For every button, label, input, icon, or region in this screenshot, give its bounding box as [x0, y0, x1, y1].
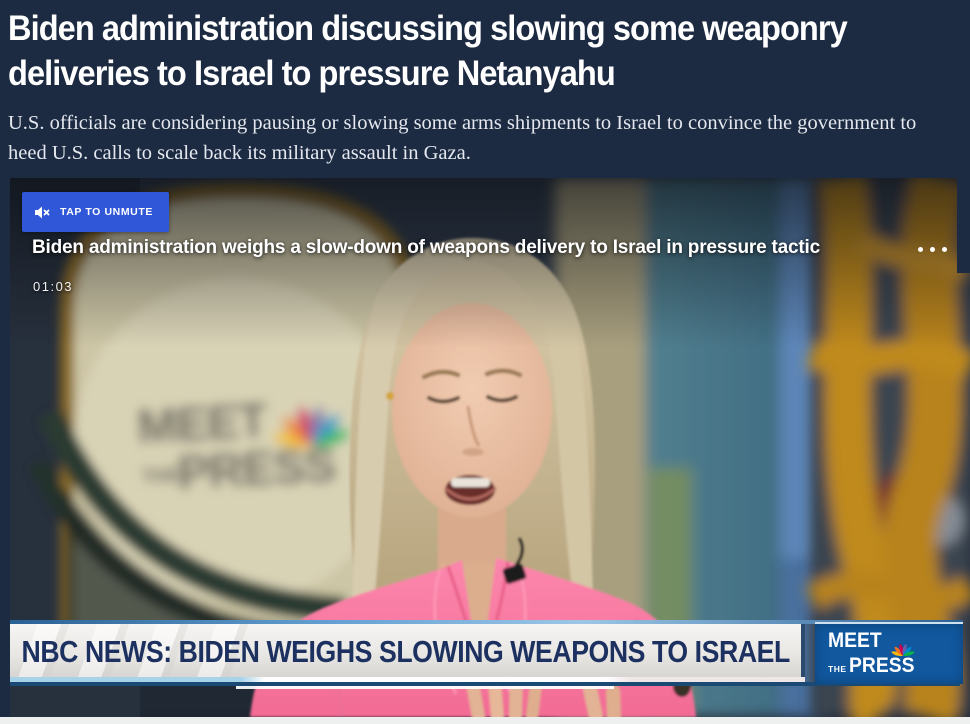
muted-speaker-icon [35, 206, 50, 218]
video-title: Biden administration weighs a slow-down … [32, 237, 820, 258]
clip-microphone [502, 537, 527, 584]
chyron-headline: NBC NEWS: BIDEN WEIGHS SLOWING WEAPONS T… [21, 633, 790, 669]
video-player[interactable]: MEET THE PRESS [10, 178, 970, 717]
page-background-notch [957, 178, 970, 273]
chyron-white-streak [236, 686, 614, 689]
page-bottom-strip [0, 717, 970, 724]
video-duration: 01:03 [33, 279, 74, 294]
studio-screen-press-label: PRESS [176, 439, 336, 500]
lower-third-chyron: NBC NEWS: BIDEN WEIGHS SLOWING WEAPONS T… [10, 620, 970, 695]
ellipsis-icon[interactable] [918, 247, 947, 252]
studio-screen-meet-label: MEET [136, 394, 269, 454]
chyron-stripes-decor [10, 624, 250, 679]
article-subheadline: U.S. officials are considering pausing o… [8, 112, 917, 164]
article-header: Biden administration discussing slowing … [0, 0, 970, 178]
chyron-underline [10, 677, 805, 682]
mtp-meet-label: MEET [828, 629, 882, 652]
mtp-press-label: PRESS [848, 654, 915, 677]
earring [386, 392, 394, 400]
mtp-the-label: THE [828, 664, 847, 674]
chyron-banner: NBC NEWS: BIDEN WEIGHS SLOWING WEAPONS T… [10, 624, 805, 679]
studio-screen-the-label: THE [141, 465, 180, 488]
page-title: Biden administration discussing slowing … [8, 9, 848, 93]
chyron-dark-line [10, 682, 960, 686]
meet-the-press-logo: MEET THE PRESS [815, 622, 963, 684]
unmute-label: TAP TO UNMUTE [60, 206, 153, 218]
chyron-top-line [10, 620, 963, 624]
tap-to-unmute-button[interactable]: TAP TO UNMUTE [22, 192, 169, 232]
